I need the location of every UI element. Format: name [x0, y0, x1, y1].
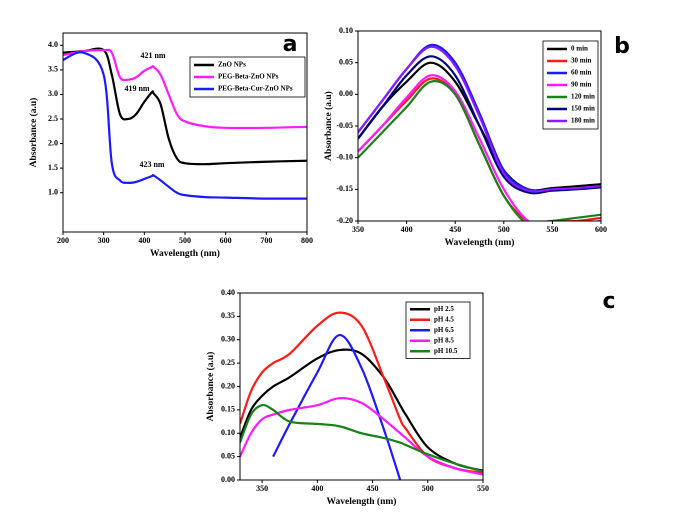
- x-tick-label: 200: [57, 236, 69, 245]
- plot-lines: [240, 311, 483, 480]
- y-tick-label: -0.10: [336, 152, 353, 161]
- y-tick-label: 2.5: [48, 114, 58, 123]
- data-line: [358, 80, 601, 221]
- data-line: [240, 397, 483, 476]
- y-tick-label: 0.10: [339, 26, 353, 35]
- panel-letter: a: [283, 32, 298, 57]
- x-tick-label: 450: [367, 484, 379, 493]
- legend-label: 30 min: [571, 57, 592, 65]
- legend-label: PEG-Beta-Cur-ZnO NPs: [218, 85, 293, 93]
- x-tick-label: 500: [179, 236, 191, 245]
- legend-label: ZnO NPs: [218, 61, 246, 69]
- annotation: 419 nm: [124, 84, 149, 93]
- x-axis-title: Wavelength (nm): [327, 496, 397, 507]
- x-tick-label: 600: [220, 236, 232, 245]
- x-tick-label: 450: [449, 225, 461, 234]
- y-axis-title: Absorbance (a.u): [28, 98, 39, 168]
- legend-label: 180 min: [571, 117, 595, 125]
- plot-frame: [239, 292, 484, 481]
- y-tick-label: 3.5: [48, 65, 58, 74]
- y-tick-label: 0.30: [221, 335, 235, 344]
- y-tick-label: 2.0: [48, 138, 58, 147]
- legend-label: pH 6.5: [434, 326, 454, 334]
- x-tick-label: 350: [256, 484, 268, 493]
- plot-lines: [63, 47, 307, 200]
- legend-label: pH 2.5: [434, 305, 454, 313]
- x-tick-label: 800: [301, 236, 313, 245]
- data-line: [240, 403, 483, 473]
- y-tick-label: 1.0: [48, 188, 58, 197]
- legend-label: 120 min: [571, 93, 595, 101]
- y-tick-label: 0.05: [221, 451, 235, 460]
- x-axis-title: Wavelength (nm): [445, 237, 515, 248]
- y-tick-label: -0.05: [336, 121, 353, 130]
- y-tick-label: 0.40: [221, 288, 235, 297]
- y-axis-title: Absorbance (a.u): [205, 352, 216, 422]
- panel-letter: c: [602, 289, 615, 314]
- legend-label: 0 min: [571, 45, 588, 53]
- data-line: [63, 48, 307, 130]
- y-tick-label: 0.10: [221, 428, 235, 437]
- x-tick-label: 400: [401, 225, 413, 234]
- y-tick-label: 0.05: [339, 57, 353, 66]
- legend-label: PEG-Beta-ZnO NPs: [218, 73, 279, 81]
- y-tick-label: -0.15: [336, 184, 353, 193]
- legend-label: pH 4.5: [434, 315, 454, 323]
- data-line: [272, 333, 402, 480]
- x-tick-label: 500: [498, 225, 510, 234]
- x-tick-label: 550: [546, 225, 558, 234]
- legend-label: pH 8.5: [434, 336, 454, 344]
- plot-lines: [358, 43, 601, 221]
- y-tick-label: 0.00: [339, 89, 353, 98]
- y-tick-label: 0.15: [221, 405, 235, 414]
- y-tick-label: 3.0: [48, 89, 58, 98]
- panel: 350 400 450 500 550 600 -0.20 -0.15 -0.10 -0.05 0.…: [323, 26, 630, 248]
- x-tick-label: 500: [422, 484, 434, 493]
- y-axis-title: Absorbance (a.u): [323, 91, 334, 161]
- y-tick-label: 4.0: [48, 40, 58, 49]
- legend-label: 60 min: [571, 69, 592, 77]
- x-tick-label: 600: [595, 225, 607, 234]
- y-tick-label: 0.20: [221, 381, 235, 390]
- data-line: [63, 51, 307, 200]
- x-tick-label: 550: [477, 484, 489, 493]
- x-tick-label: 350: [352, 225, 364, 234]
- legend-label: pH 10.5: [434, 347, 458, 355]
- annotation: 421 nm: [140, 51, 165, 60]
- y-tick-label: 1.5: [48, 163, 58, 172]
- legend-label: 90 min: [571, 81, 592, 89]
- data-line: [358, 55, 601, 195]
- annotation: 423 nm: [139, 160, 164, 169]
- legend-label: 150 min: [571, 105, 595, 113]
- data-line: [63, 47, 307, 166]
- x-axis-title: Wavelength (nm): [150, 248, 220, 259]
- plot-frame: [62, 32, 308, 233]
- x-tick-label: 700: [260, 236, 272, 245]
- panel-letter: b: [614, 34, 630, 59]
- data-line: [240, 348, 483, 472]
- data-line: [358, 74, 601, 221]
- x-tick-label: 400: [311, 484, 323, 493]
- plot-frame: [357, 30, 602, 222]
- x-tick-label: 300: [98, 236, 110, 245]
- panel: 350 400 450 500 550 0.00 0.05 0.10 0.15 0.20 0.25 0…: [205, 288, 615, 507]
- y-tick-label: 0.25: [221, 358, 235, 367]
- data-line: [358, 45, 601, 193]
- y-tick-label: -0.20: [336, 216, 353, 225]
- y-tick-label: 0.00: [221, 475, 235, 484]
- y-tick-label: 0.35: [221, 311, 235, 320]
- panel: 200 300 400 500 600 700 800 1.0 1.5 2.0 2.5 3.0 3.5 4…: [28, 32, 313, 259]
- x-tick-label: 400: [138, 236, 150, 245]
